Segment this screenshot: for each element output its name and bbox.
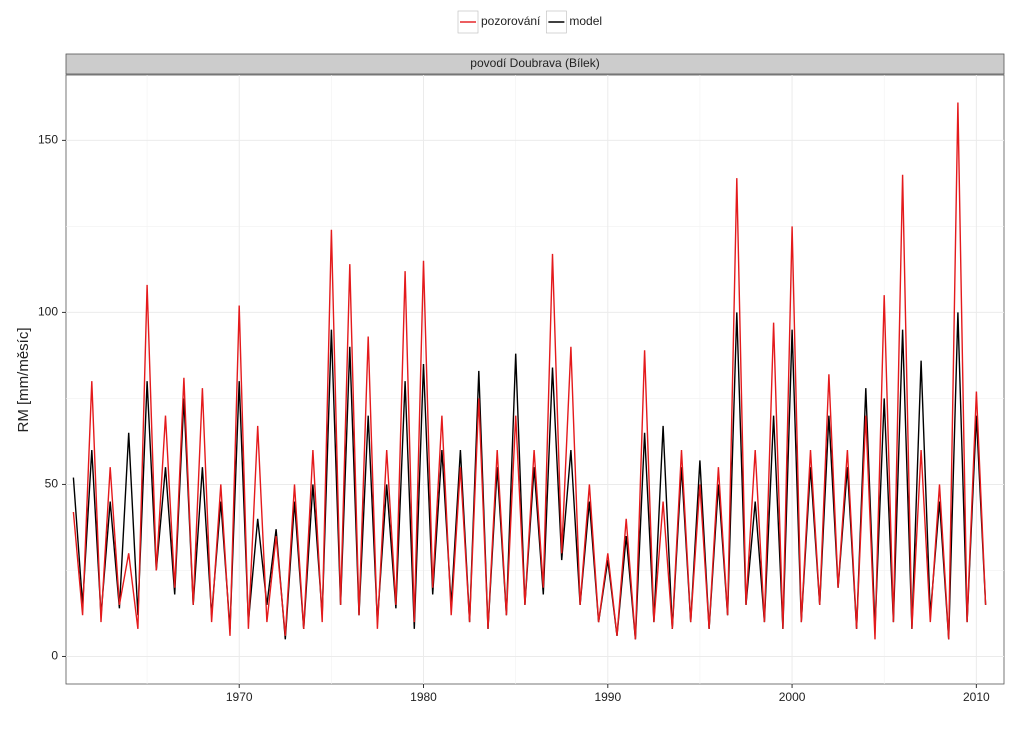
x-tick-label: 1990 (594, 690, 621, 704)
y-tick-label: 150 (38, 133, 58, 147)
legend-label: pozorování (481, 14, 541, 28)
panel-title: povodí Doubrava (Bílek) (470, 56, 599, 70)
y-tick-label: 50 (45, 477, 59, 491)
y-axis-label: RM [mm/měsíc] (15, 328, 32, 433)
panel-strip (65, 53, 1005, 75)
x-tick-label: 2010 (963, 690, 990, 704)
data-line (72, 102, 987, 640)
plot-area (65, 74, 1005, 685)
x-tick-label: 1980 (410, 690, 437, 704)
y-tick-label: 0 (51, 649, 58, 663)
y-tick-label: 100 (38, 305, 58, 319)
x-tick-label: 1970 (226, 690, 253, 704)
x-tick-label: 2000 (779, 690, 806, 704)
legend-label: model (569, 14, 602, 28)
